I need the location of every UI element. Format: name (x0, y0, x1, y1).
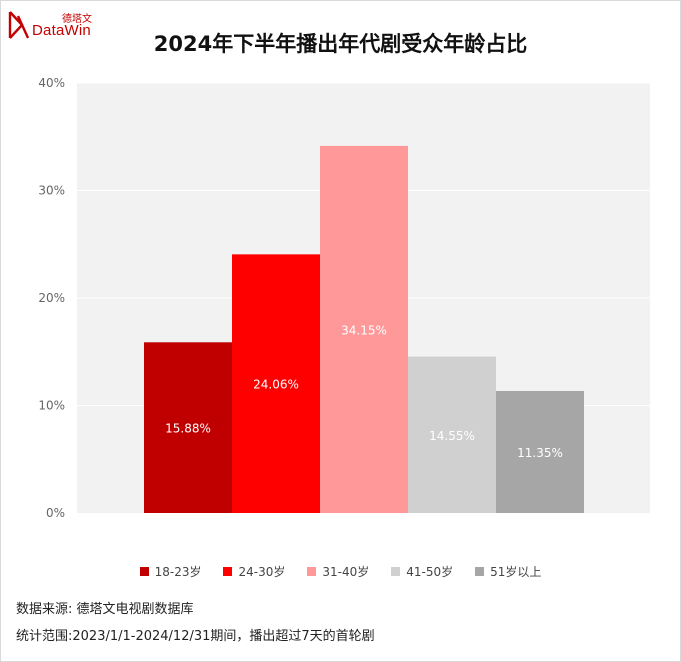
bar-chart: 0% 10% 20% 30% 40% 15.88% 24.06% 34.15% 14.55% 11… (38, 76, 650, 520)
bar (320, 145, 408, 513)
y-tick-label: 40% (38, 76, 65, 90)
legend-swatch (475, 567, 485, 576)
legend-swatch (307, 567, 317, 576)
y-tick-label: 30% (38, 184, 65, 198)
scope-note: 统计范围:2023/1/1-2024/12/31期间，播出超过7天的首轮剧 (16, 629, 375, 644)
legend-item: 41-50岁 (391, 563, 453, 580)
legend-label: 18-23岁 (154, 565, 202, 579)
data-label: 24.06% (253, 378, 299, 392)
legend-label: 31-40岁 (322, 565, 370, 579)
datawin-logo-icon (8, 11, 30, 39)
legend-label: 24-30岁 (238, 565, 286, 579)
data-label: 15.88% (165, 422, 211, 436)
source-note: 数据来源: 德塔文电视剧数据库 (16, 602, 194, 617)
data-label: 11.35% (517, 446, 563, 460)
legend-label: 51岁以上 (490, 565, 542, 579)
legend-swatch (139, 567, 149, 576)
bar (144, 342, 232, 513)
legend-item: 31-40岁 (307, 563, 369, 580)
chart-title: 2024年下半年播出年代剧受众年龄占比 (153, 32, 528, 56)
legend-label: 41-50岁 (406, 565, 454, 579)
datawin-logo: 德塔文 DataWin (8, 10, 103, 42)
y-tick-label: 0% (46, 506, 65, 520)
bar (232, 254, 320, 514)
legend-item: 18-23岁 (139, 563, 202, 580)
logo-en-text: DataWin (32, 22, 91, 39)
y-tick-label: 20% (38, 291, 65, 305)
legend-swatch (391, 567, 401, 576)
data-label: 14.55% (429, 429, 475, 443)
y-tick-label: 10% (38, 399, 65, 413)
legend-item: 24-30岁 (223, 563, 285, 580)
bar (408, 356, 496, 513)
bar (496, 390, 584, 513)
data-label: 34.15% (341, 323, 387, 337)
legend-swatch (223, 567, 233, 576)
legend-item: 51岁以上 (475, 563, 541, 580)
logo-cn-text: 德塔文 (62, 14, 92, 25)
chart-legend: 18-23岁 24-30岁 31-40岁 41-50岁 51岁以上 (0, 563, 681, 580)
